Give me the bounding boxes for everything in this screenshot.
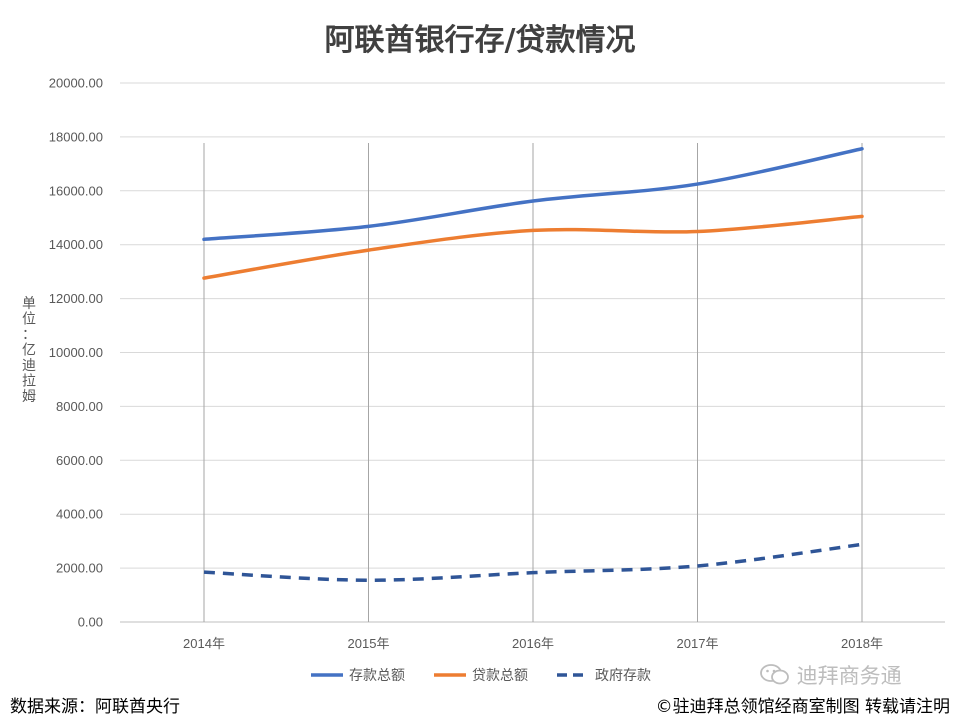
- legend-label: 政府存款: [595, 668, 651, 684]
- chart-title: 阿联酋银行存/贷款情况: [325, 23, 636, 58]
- y-tick-label: 6000.00: [56, 453, 103, 468]
- y-axis-ticks: 0.00 2000.00 4000.00 6000.00 8000.00 10000.00…: [49, 76, 103, 630]
- legend-label: 贷款总额: [472, 668, 528, 684]
- y-tick-label: 12000.00: [49, 291, 103, 306]
- x-tick-label: 2014年: [183, 636, 225, 651]
- y-tick-label: 10000.00: [49, 345, 103, 360]
- x-tick-label: 2017年: [677, 636, 719, 651]
- y-tick-label: 0.00: [78, 615, 103, 630]
- x-tick-label: 2015年: [348, 636, 390, 651]
- watermark-text: 迪拜商务通: [796, 664, 902, 688]
- y-tick-label: 14000.00: [49, 237, 103, 252]
- series-line-2: [202, 214, 864, 280]
- y-axis-label-char: 位: [22, 312, 36, 328]
- y-tick-label: 18000.00: [49, 129, 103, 144]
- copyright-note: ©驻迪拜总领馆经商室制图 转载请注明: [655, 697, 950, 717]
- y-axis-label-char: 单: [22, 296, 36, 312]
- y-tick-label: 4000.00: [56, 507, 103, 522]
- y-axis-label-char: 亿: [22, 343, 36, 359]
- y-axis-label-char: 拉: [22, 374, 36, 390]
- y-tick-label: 2000.00: [56, 561, 103, 576]
- x-tick-label: 2018年: [841, 636, 883, 651]
- series-line-3: [203, 542, 863, 582]
- series-line-1: [202, 147, 864, 242]
- y-axis-label-char: 迪: [22, 358, 36, 374]
- wechat-icon: [760, 664, 789, 685]
- y-tick-label: 20000.00: [49, 76, 103, 91]
- gridlines: [120, 82, 945, 623]
- y-tick-label: 16000.00: [49, 183, 103, 198]
- legend: 存款总额 贷款总额 政府存款: [311, 668, 651, 684]
- x-tick-label: 2016年: [512, 636, 554, 651]
- y-axis-label-char: ：: [22, 327, 36, 343]
- series-lines: [202, 147, 864, 582]
- watermark: 迪拜商务通: [760, 660, 902, 690]
- y-axis-label-char: 姆: [22, 389, 36, 405]
- source-note: 数据来源：阿联酋央行: [10, 697, 180, 717]
- y-tick-label: 8000.00: [56, 399, 103, 414]
- x-axis-ticks: 2014年 2015年 2016年 2017年 2018年: [183, 636, 883, 651]
- legend-label: 存款总额: [349, 668, 405, 684]
